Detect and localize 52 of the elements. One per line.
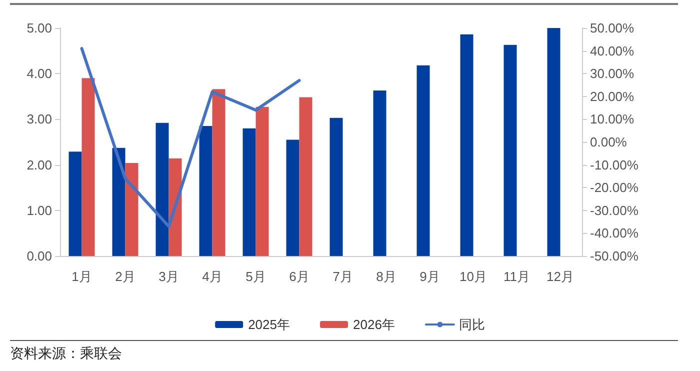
y2-tick-label: -20.00% [590, 180, 639, 196]
bar [199, 126, 212, 256]
bar [373, 90, 386, 256]
y2-tick-label: 0.00% [590, 134, 628, 150]
bar [330, 118, 343, 256]
y2-tick-label: -40.00% [590, 226, 639, 241]
x-tick-label: 4月 [202, 269, 222, 284]
bar [547, 28, 560, 256]
x-tick-label: 2月 [115, 269, 136, 284]
x-tick-label: 10月 [460, 269, 487, 284]
y2-tick-label: -30.00% [590, 202, 639, 218]
x-tick-label: 9月 [420, 269, 440, 284]
y2-tick-label: -50.00% [590, 248, 639, 264]
x-tick-label: 1月 [72, 269, 92, 284]
legend-label: 2025年 [248, 317, 290, 332]
bar [416, 65, 430, 256]
y2-tick-label: 40.00% [590, 43, 635, 58]
bar [156, 122, 169, 256]
legend-label: 同比 [458, 317, 485, 332]
x-tick-label: 6月 [289, 269, 310, 284]
bar [256, 106, 269, 256]
x-tick-label: 3月 [158, 269, 179, 284]
bar [68, 152, 82, 256]
y-tick-label: 0.00 [26, 248, 52, 264]
y-tick-label: 5.00 [26, 20, 52, 36]
bar [125, 162, 138, 256]
y2-tick-label: 20.00% [590, 88, 635, 104]
y2-tick-label: 50.00% [590, 20, 635, 36]
x-tick-label: 7月 [332, 269, 353, 284]
y2-tick-label: 10.00% [590, 112, 635, 127]
legend-label: 2026年 [353, 317, 395, 332]
bar [299, 97, 312, 256]
bar [212, 89, 226, 256]
x-tick-label: 12月 [546, 269, 574, 284]
y-tick-label: 4.00 [26, 66, 52, 82]
bar [112, 148, 126, 256]
y2-tick-label: 30.00% [590, 66, 635, 82]
y-tick-label: 2.00 [26, 157, 52, 172]
x-tick-label: 5月 [246, 269, 266, 284]
bar [504, 44, 517, 256]
bar [460, 34, 474, 256]
y-tick-label: 1.00 [26, 202, 52, 218]
y2-tick-label: -10.00% [590, 157, 639, 172]
x-tick-label: 11月 [504, 269, 530, 284]
bar [168, 158, 182, 256]
x-tick-label: 8月 [376, 269, 396, 284]
bar [242, 128, 256, 256]
bar [286, 140, 300, 256]
bar [82, 78, 95, 256]
y-tick-label: 3.00 [26, 112, 52, 127]
text: 资料来源：乘联会 [10, 345, 122, 363]
line-series [80, 47, 301, 228]
